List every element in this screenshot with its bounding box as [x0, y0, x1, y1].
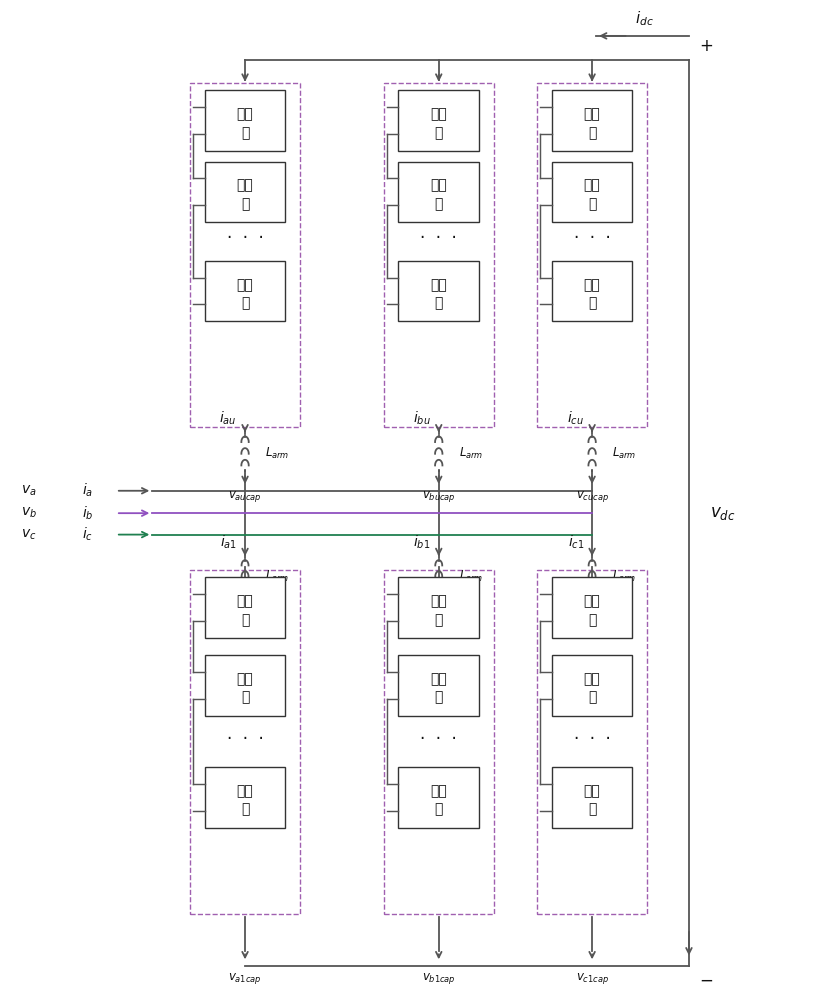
Bar	[204, 90, 286, 151]
Text: ·  ·  ·: · · ·	[227, 229, 264, 247]
Text: $i_a$: $i_a$	[82, 482, 94, 499]
Text: 块: 块	[434, 691, 443, 705]
Bar	[384, 83, 493, 427]
Text: 子模: 子模	[236, 785, 254, 799]
Bar	[384, 570, 493, 914]
Bar	[398, 90, 479, 151]
Text: $-$: $-$	[699, 971, 713, 989]
Bar	[398, 577, 479, 638]
Text: 块: 块	[588, 613, 596, 627]
Text: 子模: 子模	[430, 673, 447, 687]
Text: $i_{dc}$: $i_{dc}$	[635, 9, 654, 28]
Text: 块: 块	[434, 197, 443, 211]
Text: 子模: 子模	[430, 278, 447, 292]
Text: $v_c$: $v_c$	[21, 527, 37, 542]
Text: $v_{dc}$: $v_{dc}$	[710, 504, 736, 522]
Text: $v_{c1cap}$: $v_{c1cap}$	[576, 971, 608, 986]
Text: ·  ·  ·: · · ·	[227, 730, 264, 748]
Text: $i_{acir}$: $i_{acir}$	[217, 95, 241, 113]
Text: 子模: 子模	[236, 278, 254, 292]
Text: $L_{arm}$: $L_{arm}$	[265, 569, 290, 584]
Text: 块: 块	[241, 691, 250, 705]
Bar	[190, 570, 300, 914]
Text: $v_{a1cap}$: $v_{a1cap}$	[228, 971, 262, 986]
Text: $i_{cu}$: $i_{cu}$	[567, 410, 584, 427]
Text: 子模: 子模	[236, 673, 254, 687]
Text: $i_{a1}$: $i_{a1}$	[220, 534, 237, 551]
Text: $v_{aucap}$: $v_{aucap}$	[228, 489, 262, 504]
Bar	[398, 655, 479, 716]
Bar	[552, 655, 632, 716]
Text: $v_b$: $v_b$	[21, 506, 38, 520]
Bar	[204, 655, 286, 716]
Bar	[204, 162, 286, 222]
Text: 块: 块	[434, 296, 443, 310]
Text: 子模: 子模	[430, 179, 447, 193]
Text: $L_{arm}$: $L_{arm}$	[612, 446, 637, 461]
Text: ·  ·  ·: · · ·	[420, 229, 457, 247]
Text: 子模: 子模	[584, 278, 600, 292]
Bar	[537, 570, 647, 914]
Text: $v_{b1cap}$: $v_{b1cap}$	[422, 971, 456, 986]
Text: 子模: 子模	[430, 785, 447, 799]
Bar	[552, 162, 632, 222]
Text: 块: 块	[588, 296, 596, 310]
Text: $i_c$: $i_c$	[82, 526, 93, 543]
Text: 子模: 子模	[430, 108, 447, 122]
Text: $i_{b1}$: $i_{b1}$	[414, 534, 431, 551]
Text: 子模: 子模	[584, 179, 600, 193]
Text: ·  ·  ·: · · ·	[420, 730, 457, 748]
Bar	[204, 767, 286, 828]
Text: $i_{bcir}$: $i_{bcir}$	[410, 110, 434, 127]
Text: 子模: 子模	[584, 595, 600, 609]
Text: 块: 块	[241, 126, 250, 140]
Bar	[398, 767, 479, 828]
Text: $i_{bu}$: $i_{bu}$	[413, 410, 431, 427]
Text: $i_{c1}$: $i_{c1}$	[567, 534, 584, 551]
Bar	[552, 767, 632, 828]
Bar	[552, 261, 632, 321]
Text: 子模: 子模	[430, 595, 447, 609]
Text: 子模: 子模	[236, 595, 254, 609]
Text: 块: 块	[241, 803, 250, 817]
Text: 块: 块	[434, 126, 443, 140]
Text: 子模: 子模	[584, 785, 600, 799]
Text: 块: 块	[588, 691, 596, 705]
Text: $v_{bucap}$: $v_{bucap}$	[422, 489, 456, 504]
Text: 子模: 子模	[236, 179, 254, 193]
Bar	[398, 261, 479, 321]
Text: $i_{au}$: $i_{au}$	[219, 410, 237, 427]
Text: ·  ·  ·: · · ·	[574, 730, 611, 748]
Text: $i_b$: $i_b$	[82, 504, 94, 522]
Text: 块: 块	[241, 296, 250, 310]
Text: 块: 块	[588, 803, 596, 817]
Text: $L_{arm}$: $L_{arm}$	[459, 446, 484, 461]
Text: $L_{arm}$: $L_{arm}$	[459, 569, 484, 584]
Bar	[398, 162, 479, 222]
Text: 块: 块	[241, 197, 250, 211]
Bar	[204, 577, 286, 638]
Text: 子模: 子模	[584, 673, 600, 687]
Text: 块: 块	[588, 197, 596, 211]
Text: $+$: $+$	[699, 37, 713, 55]
Bar	[552, 577, 632, 638]
Text: ·  ·  ·: · · ·	[574, 229, 611, 247]
Bar	[204, 261, 286, 321]
Text: 块: 块	[434, 803, 443, 817]
Text: $L_{arm}$: $L_{arm}$	[265, 446, 290, 461]
Text: $v_a$: $v_a$	[21, 484, 37, 498]
Bar	[190, 83, 300, 427]
Bar	[552, 90, 632, 151]
Text: 块: 块	[588, 126, 596, 140]
Text: 块: 块	[241, 613, 250, 627]
Text: 子模: 子模	[584, 108, 600, 122]
Text: $v_{cucap}$: $v_{cucap}$	[576, 489, 608, 504]
Bar	[537, 83, 647, 427]
Text: $L_{arm}$: $L_{arm}$	[612, 569, 637, 584]
Text: 子模: 子模	[236, 108, 254, 122]
Text: 块: 块	[434, 613, 443, 627]
